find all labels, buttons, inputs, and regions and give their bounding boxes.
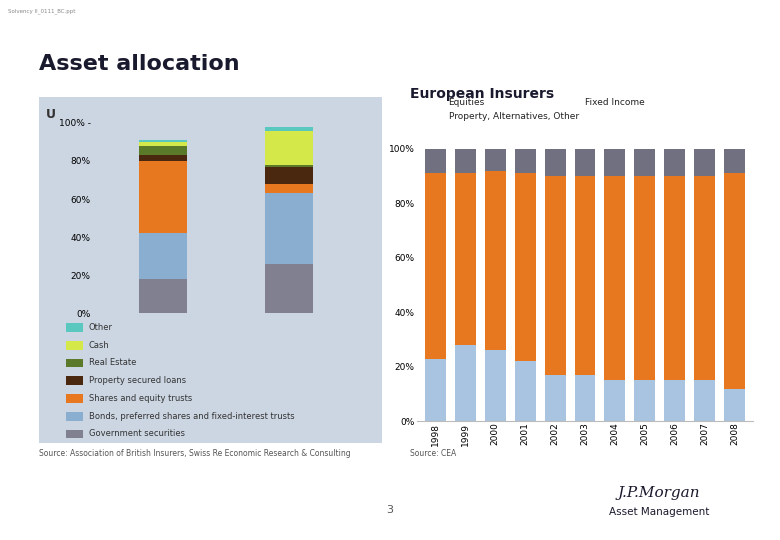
Bar	[725, 388, 745, 421]
Bar	[139, 142, 187, 146]
Bar	[66, 341, 83, 349]
Bar	[515, 361, 536, 421]
Bar	[66, 376, 83, 385]
Bar	[634, 380, 655, 421]
Bar	[139, 233, 187, 279]
Bar	[455, 148, 476, 173]
Bar	[455, 173, 476, 345]
Bar	[604, 148, 626, 176]
Bar	[265, 167, 314, 184]
Bar	[66, 430, 83, 438]
Text: Source: Association of British Insurers, Swiss Re Economic Research & Consulting: Source: Association of British Insurers,…	[39, 449, 351, 458]
Bar	[575, 148, 595, 176]
Bar	[265, 131, 314, 165]
Bar	[139, 156, 187, 161]
Bar	[544, 375, 566, 421]
Bar	[604, 380, 626, 421]
Bar	[425, 148, 445, 173]
Text: 3: 3	[387, 505, 393, 515]
Bar	[265, 193, 314, 264]
Text: Solvency II_0111_BC.ppt: Solvency II_0111_BC.ppt	[8, 8, 75, 14]
Bar	[725, 173, 745, 388]
Text: Government securities: Government securities	[89, 429, 185, 438]
Bar	[265, 165, 314, 167]
Bar	[265, 184, 314, 193]
Bar	[455, 345, 476, 421]
Bar	[484, 171, 505, 350]
Bar	[515, 148, 536, 173]
Text: Equities: Equities	[448, 98, 484, 107]
Text: Bonds, preferred shares and fixed-interest trusts: Bonds, preferred shares and fixed-intere…	[89, 411, 295, 421]
Text: U: U	[46, 107, 56, 120]
Text: European Insurers: European Insurers	[410, 87, 554, 102]
Bar	[425, 359, 445, 421]
Bar	[694, 176, 715, 380]
Text: Asset allocation: Asset allocation	[39, 54, 239, 74]
Text: Shares and equity trusts: Shares and equity trusts	[89, 394, 192, 403]
Bar	[66, 323, 83, 332]
Text: Real Estate: Real Estate	[89, 359, 136, 367]
Bar	[425, 173, 445, 359]
Bar	[665, 380, 686, 421]
Bar	[694, 148, 715, 176]
Bar	[265, 264, 314, 313]
Bar	[139, 161, 187, 233]
Text: Asset Management: Asset Management	[609, 507, 709, 517]
Text: Fixed Income: Fixed Income	[585, 98, 645, 107]
Bar	[575, 375, 595, 421]
Bar	[544, 176, 566, 375]
Text: Property, Alternatives, Other: Property, Alternatives, Other	[448, 112, 579, 120]
Bar	[66, 359, 83, 367]
Text: J.P.Morgan: J.P.Morgan	[618, 485, 700, 500]
Bar	[139, 279, 187, 313]
Bar	[665, 148, 686, 176]
Bar	[66, 394, 83, 403]
Text: Property secured loans: Property secured loans	[89, 376, 186, 385]
Bar	[634, 148, 655, 176]
Bar	[694, 380, 715, 421]
Bar	[604, 176, 626, 380]
Bar	[544, 148, 566, 176]
Bar	[265, 127, 314, 131]
Bar	[484, 350, 505, 421]
Text: Source: CEA: Source: CEA	[410, 449, 456, 458]
Bar	[725, 148, 745, 173]
Bar	[139, 140, 187, 142]
Text: Cash: Cash	[89, 341, 110, 350]
Bar	[665, 176, 686, 380]
Bar	[515, 173, 536, 361]
Text: Other: Other	[89, 323, 113, 332]
Bar	[484, 148, 505, 171]
Bar	[139, 146, 187, 156]
Bar	[66, 412, 83, 421]
Bar	[575, 176, 595, 375]
Bar	[634, 176, 655, 380]
